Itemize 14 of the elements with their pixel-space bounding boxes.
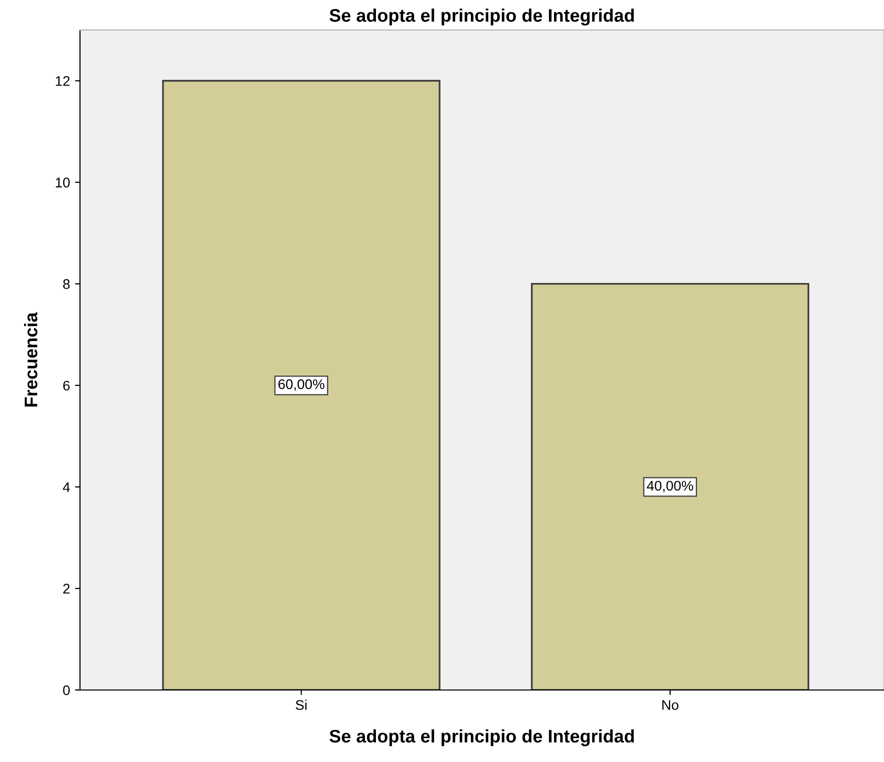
x-axis-title: Se adopta el principio de Integridad	[330, 729, 634, 746]
y-axis-title: Frecuencia	[24, 312, 38, 406]
annotation: 60,00%	[278, 379, 324, 391]
x-tick-label: Si	[296, 700, 307, 710]
y-tick-label: 10	[56, 178, 70, 188]
y-tick-label: 12	[56, 76, 70, 86]
chart-title: Se adopta el principio de Integridad	[330, 8, 634, 26]
y-tick-label: 4	[62, 482, 70, 492]
annotation: 40,00%	[646, 480, 694, 492]
y-tick-label: 2	[63, 584, 70, 594]
y-tick-label: 0	[63, 685, 70, 696]
y-tick-label: 6	[63, 380, 70, 391]
y-tick-label: 8	[63, 279, 70, 290]
x-tick-label: No	[662, 700, 678, 710]
